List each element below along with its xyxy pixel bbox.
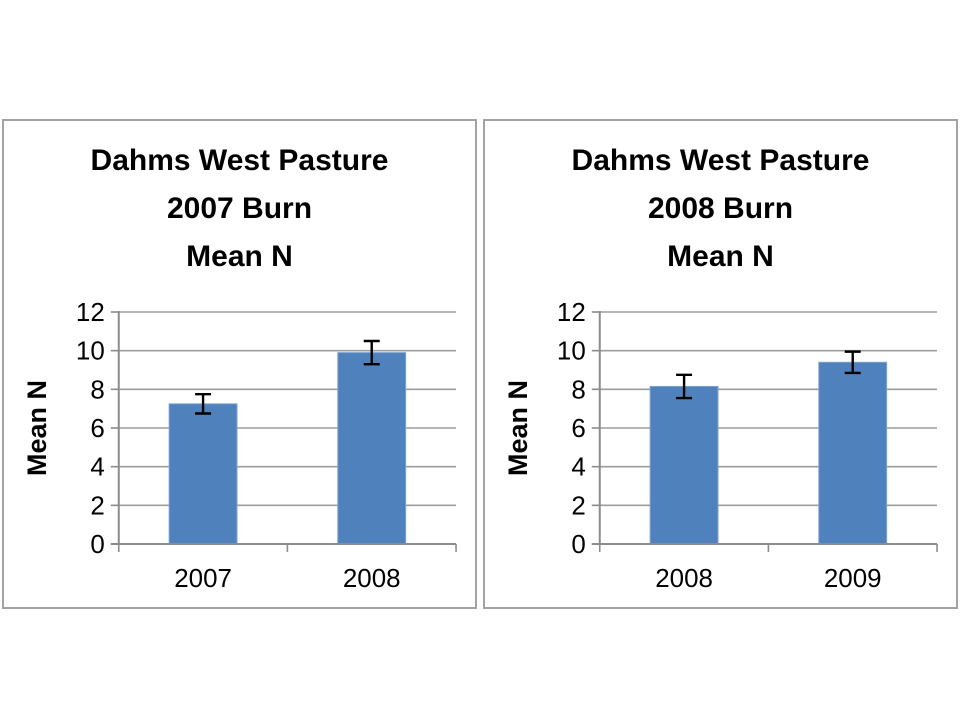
chart-panel-2008-burn: Dahms West Pasture 2008 Burn Mean N 0 2 4 6… (483, 119, 958, 609)
bar (337, 352, 407, 545)
y-tick-label: 12 (557, 297, 586, 327)
bar (649, 385, 719, 545)
bar-chart-2008-burn: 0 2 4 6 8 10 12 2008 2009 Mean N (503, 297, 938, 593)
y-tick-label: 0 (90, 529, 104, 559)
y-tick-label: 10 (557, 336, 586, 366)
bar (818, 361, 888, 545)
y-axis-title: Mean N (22, 380, 52, 476)
y-tick-label: 8 (571, 374, 585, 404)
y-tick-label: 4 (90, 452, 104, 482)
chart-title-line: Mean N (667, 240, 774, 273)
y-tick-label: 12 (76, 297, 105, 327)
chart-title-2007-burn: Dahms West Pasture 2007 Burn Mean N (4, 121, 475, 297)
chart-title-line: Mean N (186, 240, 293, 273)
y-tick-label: 0 (571, 529, 585, 559)
y-tick-label: 10 (76, 336, 105, 366)
y-tick-label: 2 (90, 490, 104, 520)
chart-title-line: 2007 Burn (166, 192, 313, 225)
x-tick-label: 2007 (174, 563, 232, 593)
chart-title-line: Dahms West Pasture (90, 144, 389, 177)
charts-row: Dahms West Pasture 2007 Burn Mean N 0 2 4 6… (0, 119, 960, 609)
y-tick-label: 4 (571, 452, 585, 482)
chart-title-line: 2008 Burn (647, 192, 794, 225)
y-tick-label: 6 (571, 413, 585, 443)
y-tick-label: 6 (90, 413, 104, 443)
chart-title-line: Dahms West Pasture (571, 144, 870, 177)
y-tick-label: 2 (571, 490, 585, 520)
bar-chart-2007-burn: 0 2 4 6 8 10 12 2007 2008 Mean N (22, 297, 457, 593)
x-tick-label: 2008 (655, 563, 713, 593)
bar (168, 403, 238, 545)
chart-panel-2007-burn: Dahms West Pasture 2007 Burn Mean N 0 2 4 6… (2, 119, 477, 609)
chart-title-2008-burn: Dahms West Pasture 2008 Burn Mean N (485, 121, 956, 297)
x-tick-label: 2008 (343, 563, 401, 593)
y-tick-label: 8 (90, 374, 104, 404)
y-axis-title: Mean N (503, 380, 533, 476)
x-tick-label: 2009 (824, 563, 882, 593)
